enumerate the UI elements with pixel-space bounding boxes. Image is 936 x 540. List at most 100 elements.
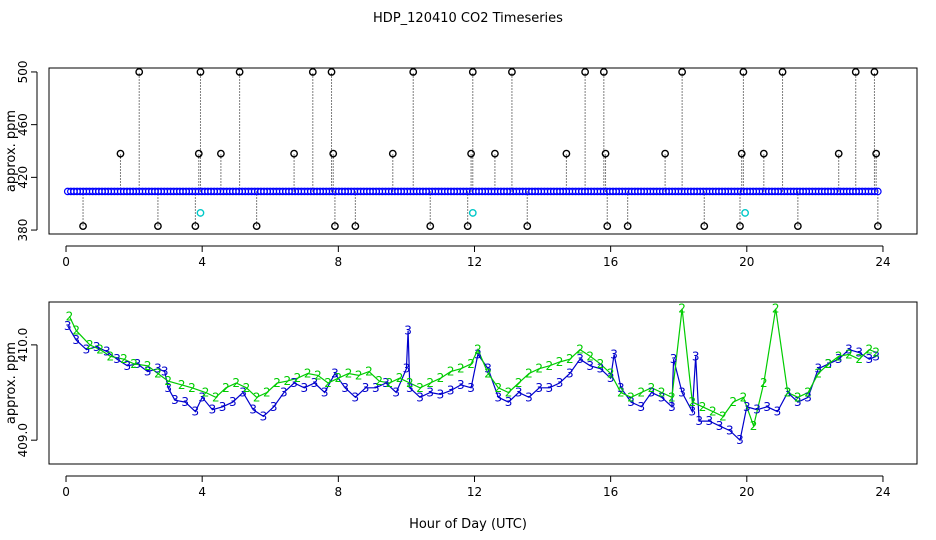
series-marker-2: 2 bbox=[750, 419, 758, 433]
series-marker-3: 3 bbox=[525, 390, 533, 404]
series-marker-2: 2 bbox=[72, 324, 80, 338]
spike-point bbox=[870, 68, 879, 76]
series-marker-2: 2 bbox=[365, 365, 373, 379]
spike-point bbox=[388, 149, 397, 158]
spike-point bbox=[194, 149, 203, 158]
series-marker-2: 2 bbox=[515, 376, 523, 390]
series-marker-3: 3 bbox=[229, 395, 237, 409]
series-marker-3: 3 bbox=[586, 359, 594, 373]
spike-point bbox=[154, 222, 162, 230]
series-line-3 bbox=[67, 325, 877, 442]
series-marker-2: 2 bbox=[505, 386, 513, 400]
series-marker-2: 2 bbox=[263, 386, 271, 400]
series-marker-2: 2 bbox=[607, 366, 615, 380]
panel-top: approx. ppm 0 4 8 12 16 20 24 380 420 460 500 bbox=[4, 60, 918, 269]
x-tick-label: 12 bbox=[467, 485, 482, 499]
series-marker-3: 3 bbox=[311, 376, 319, 390]
series-marker-2: 2 bbox=[678, 302, 686, 316]
x-tick-label: 24 bbox=[875, 255, 890, 269]
cyan-point bbox=[468, 209, 477, 217]
series-marker-2: 2 bbox=[872, 346, 880, 360]
series-marker-3: 3 bbox=[689, 405, 697, 419]
spike-point bbox=[601, 149, 610, 158]
series-marker-2: 2 bbox=[416, 381, 424, 395]
series-marker-3: 3 bbox=[331, 366, 339, 380]
spike-point bbox=[252, 222, 261, 230]
series-marker-2: 2 bbox=[66, 309, 74, 323]
series-marker-2: 2 bbox=[794, 390, 802, 404]
series-marker-3: 3 bbox=[171, 393, 179, 407]
series-marker-2: 2 bbox=[525, 366, 533, 380]
chart-title: HDP_120410 CO2 Timeseries bbox=[373, 11, 563, 26]
series-marker-2: 2 bbox=[546, 359, 554, 373]
series-marker-3: 3 bbox=[123, 359, 131, 373]
series-marker-2: 2 bbox=[144, 359, 152, 373]
plot-box-top bbox=[48, 67, 918, 235]
x-tick-label: 4 bbox=[198, 485, 206, 499]
series-marker-3: 3 bbox=[164, 381, 172, 395]
series-marker-2: 2 bbox=[648, 381, 656, 395]
series-marker-2: 2 bbox=[304, 366, 312, 380]
series-marker-3: 3 bbox=[403, 362, 411, 376]
series-marker-3: 3 bbox=[753, 403, 761, 417]
series-marker-3: 3 bbox=[113, 352, 121, 366]
spike-point bbox=[426, 222, 435, 230]
spike-point bbox=[327, 68, 336, 76]
spike-point bbox=[468, 68, 477, 76]
series-marker-2: 2 bbox=[222, 381, 230, 395]
series-marker-2: 2 bbox=[283, 374, 291, 388]
baseline-point bbox=[874, 187, 882, 196]
series-marker-3: 3 bbox=[535, 381, 543, 395]
series-marker-3: 3 bbox=[706, 414, 714, 428]
series-marker-2: 2 bbox=[273, 376, 281, 390]
series-marker-3: 3 bbox=[72, 333, 80, 347]
y-tick-label: 420 bbox=[16, 166, 30, 189]
series-marker-2: 2 bbox=[253, 390, 261, 404]
series-marker-2: 2 bbox=[484, 366, 492, 380]
spike-point bbox=[872, 149, 881, 158]
series-marker-2: 2 bbox=[202, 386, 210, 400]
series-marker-3: 3 bbox=[855, 346, 863, 360]
series-marker-2: 2 bbox=[355, 368, 363, 382]
series-marker-2: 2 bbox=[345, 366, 353, 380]
series-marker-2: 2 bbox=[627, 390, 635, 404]
series-marker-3: 3 bbox=[566, 366, 574, 380]
series-marker-2: 2 bbox=[120, 352, 128, 366]
series-marker-2: 2 bbox=[855, 352, 863, 366]
series-marker-3: 3 bbox=[300, 381, 308, 395]
series-marker-3: 3 bbox=[484, 362, 492, 376]
series-marker-3: 3 bbox=[290, 376, 298, 390]
spike-point bbox=[329, 149, 338, 158]
series-marker-3: 3 bbox=[198, 390, 206, 404]
series-marker-2: 2 bbox=[804, 386, 812, 400]
spike-point bbox=[661, 149, 670, 158]
series-marker-3: 3 bbox=[692, 349, 700, 363]
x-tick-label: 24 bbox=[875, 485, 890, 499]
series-marker-3: 3 bbox=[845, 343, 853, 357]
series-marker-3: 3 bbox=[416, 390, 424, 404]
series-marker-3: 3 bbox=[404, 324, 412, 338]
series-marker-2: 2 bbox=[437, 371, 445, 385]
y-tick-label: 380 bbox=[16, 219, 30, 242]
x-tick-label: 20 bbox=[739, 485, 754, 499]
spike-point bbox=[759, 149, 768, 158]
series-marker-2: 2 bbox=[784, 386, 792, 400]
spike-point bbox=[834, 149, 843, 158]
y-tick-label: 500 bbox=[16, 60, 30, 83]
series-marker-3: 3 bbox=[668, 400, 676, 414]
series-marker-3: 3 bbox=[648, 386, 656, 400]
series-marker-2: 2 bbox=[772, 302, 780, 316]
series-marker-2: 2 bbox=[658, 386, 666, 400]
spike-point bbox=[562, 149, 571, 158]
spike-point bbox=[308, 68, 317, 76]
series-marker-3: 3 bbox=[597, 362, 605, 376]
series-marker-2: 2 bbox=[178, 378, 186, 392]
x-tick-label: 8 bbox=[335, 485, 343, 499]
series-marker-3: 3 bbox=[249, 403, 257, 417]
series-marker-3: 3 bbox=[134, 357, 142, 371]
series-marker-3: 3 bbox=[321, 386, 329, 400]
series-marker-3: 3 bbox=[736, 433, 744, 447]
series-marker-3: 3 bbox=[763, 400, 771, 414]
x-tick-label: 12 bbox=[467, 255, 482, 269]
spike-point bbox=[737, 149, 746, 158]
